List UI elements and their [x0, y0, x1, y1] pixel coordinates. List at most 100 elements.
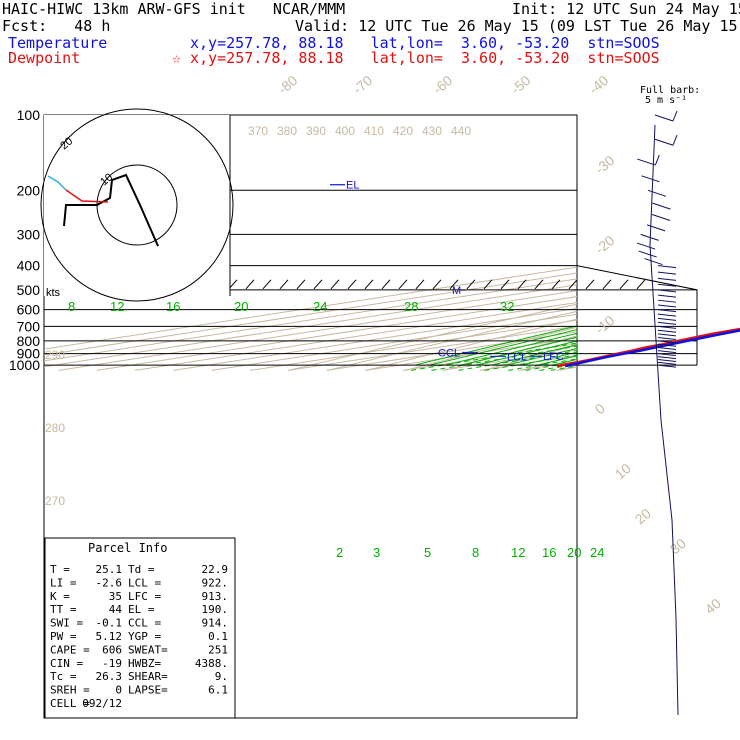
parcel-key: EL =	[128, 603, 155, 616]
parcel-value: 913.	[202, 590, 229, 603]
moist-adiabat-line	[445, 332, 577, 366]
isotherm-line	[364, 337, 577, 371]
wind-barb	[657, 346, 677, 350]
isotherm-label: -50	[508, 72, 534, 97]
wind-barb	[638, 250, 657, 258]
isotherm-label: 10	[612, 460, 634, 482]
ccl-label: CCL	[438, 347, 460, 359]
theta-label: 430	[422, 124, 442, 138]
wind-barb	[657, 321, 677, 325]
moist-adiabat-line	[460, 336, 577, 366]
wind-barb	[657, 277, 677, 281]
parcel-key: K =	[50, 590, 70, 603]
parcel-key: T =	[50, 563, 70, 576]
mixing-ratio-line	[431, 345, 577, 371]
parcel-value: 914.	[202, 617, 229, 630]
parcel-key: PW =	[50, 630, 77, 643]
theta-label: 400	[335, 124, 355, 138]
init-time: Init: 12 UTC Sun 24 May 15	[512, 0, 740, 18]
parcel-value: 4388.	[195, 657, 228, 670]
tick-mark	[432, 279, 442, 290]
isotherm-label: 0	[592, 400, 608, 417]
parcel-value: 25.1	[96, 563, 123, 576]
pressure-label: 600	[17, 302, 41, 318]
temperature-legend-info: x,y=257.78, 88.18 lat,lon= 3.60, -53.20 …	[190, 34, 660, 52]
tick-mark	[568, 279, 578, 290]
parcel-value: 092/12	[82, 697, 122, 710]
parcel-key: HWBZ=	[128, 657, 161, 670]
tick-mark	[466, 279, 476, 290]
dry-adiabat-line	[638, 104, 740, 371]
parcel-key: LFC =	[128, 590, 161, 603]
hodograph-ring-outer	[40, 108, 234, 302]
tick-mark	[636, 279, 646, 290]
parcel-key: LI =	[50, 576, 77, 589]
mixing-ratio-label: 8	[472, 545, 479, 560]
wind-barb	[657, 265, 677, 269]
wind-barb	[640, 233, 659, 241]
theta-e-label: 28	[404, 299, 418, 314]
tick-mark	[330, 279, 340, 290]
theta-label: 410	[364, 124, 384, 138]
lfc-label: LFC	[543, 351, 564, 363]
moist-adiabats	[414, 325, 577, 366]
parcel-value: -0.1	[96, 617, 123, 630]
tick-mark	[483, 279, 493, 290]
parcel-value: -19	[102, 657, 122, 670]
wind-barb	[657, 361, 677, 365]
wind-barb	[657, 309, 677, 313]
dewpoint-legend-label: Dewpoint	[8, 49, 81, 67]
moist-adiabat-line	[429, 329, 577, 366]
parcel-value: 5.12	[96, 630, 123, 643]
isotherm-label: -40	[586, 72, 612, 97]
wind-barb	[637, 158, 656, 166]
isotherm-line	[326, 331, 577, 371]
wind-barb	[657, 336, 677, 340]
parcel-value: 44	[109, 603, 123, 616]
mixing-ratio-line	[539, 363, 577, 371]
pressure-label: 1000	[9, 357, 40, 373]
tick-mark	[245, 279, 255, 290]
tick-mark	[534, 279, 544, 290]
dry-adiabat-line	[327, 310, 577, 371]
parcel-value: 22.9	[202, 563, 229, 576]
parcel-key: Tc =	[50, 670, 77, 683]
wind-barb	[657, 313, 677, 317]
pressure-label: 900	[17, 346, 41, 362]
dry-adiabat-line	[482, 344, 577, 371]
parcel-key: TT =	[50, 603, 77, 616]
parcel-value: -2.6	[96, 576, 123, 589]
tick-mark	[398, 279, 408, 290]
moist-adiabat-line	[552, 358, 577, 366]
wind-barb	[644, 258, 663, 266]
moist-adiabat-line	[475, 340, 577, 366]
parcel-value: 26.3	[96, 670, 123, 683]
parcel-box	[44, 537, 236, 719]
moist-adiabat-line	[521, 351, 577, 366]
theta-label: 290	[45, 348, 65, 362]
isotherm-label: 30	[667, 535, 689, 557]
parcel-key: SREH =	[50, 684, 90, 697]
wind-barb	[657, 299, 677, 303]
m-label: M	[452, 285, 461, 297]
pressure-label: 800	[17, 333, 41, 349]
isotherm-line	[441, 349, 577, 371]
parcel-title: Parcel Info	[88, 541, 167, 555]
mixing-ratio-label: 5	[424, 545, 431, 560]
temperature-line	[564, 329, 740, 368]
parcel-key: CIN =	[50, 657, 83, 670]
pressure-label: 700	[17, 318, 41, 334]
mixing-ratio-label: 20	[567, 545, 581, 560]
parcel-key: SWI =	[50, 617, 83, 630]
wind-barb-flag	[672, 110, 678, 122]
parcel-value: 0	[115, 684, 122, 697]
theta-e-label: 32	[500, 299, 514, 314]
wind-barb-flag	[672, 135, 678, 146]
tick-mark	[347, 279, 357, 290]
dry-adiabat-line	[443, 335, 577, 371]
model-title: HAIC-HIWC 13km ARW-GFS init NCAR/MMM	[2, 0, 346, 18]
temperature-legend-label: Temperature	[8, 34, 108, 52]
